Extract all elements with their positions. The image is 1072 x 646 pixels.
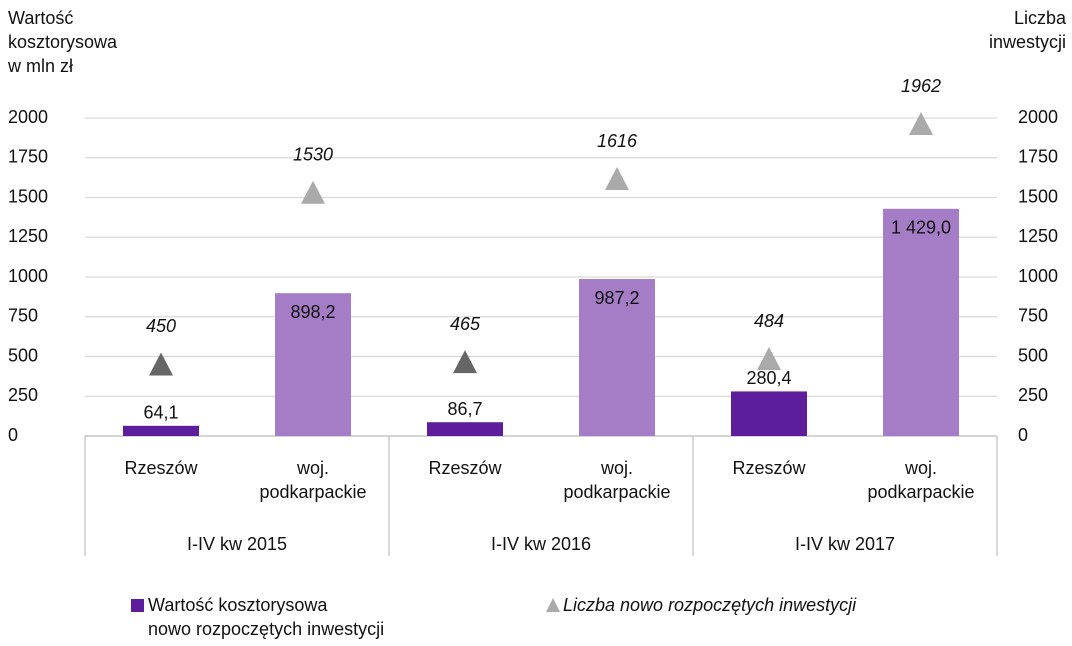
data-label: 1 429,0 [891, 218, 951, 238]
y2-tick-label: 250 [1018, 385, 1048, 405]
y-tick-label: 750 [8, 306, 38, 326]
legend-label: Wartość kosztorysowa nowo rozpoczętych i… [148, 595, 385, 639]
group-label: I-IV kw 2016 [490, 534, 592, 554]
y2-tick-label: 2000 [1018, 107, 1058, 127]
data-label: 86,7 [447, 399, 482, 419]
bar [579, 279, 655, 436]
y2-axis-title: Liczba inwestycji [988, 8, 1066, 52]
data-label: 450 [146, 316, 176, 336]
y-axis-title: Wartość kosztorysowa w mln zł [8, 8, 118, 76]
data-label: 898,2 [290, 302, 335, 322]
y-tick-label: 250 [8, 385, 38, 405]
group-label: I-IV kw 2015 [186, 534, 288, 554]
y-tick-label: 2000 [8, 107, 48, 127]
x-tick-label: woj. podkarpackie [259, 458, 367, 502]
y2-tick-label: 500 [1018, 345, 1048, 365]
y2-tick-label: 1500 [1018, 186, 1058, 206]
y-tick-label: 1750 [8, 147, 48, 167]
triangle-marker [301, 180, 325, 204]
triangle-marker [909, 112, 933, 136]
y2-tick-label: 750 [1018, 306, 1048, 326]
y2-tick-label: 1000 [1018, 266, 1058, 286]
x-tick-label: Rzeszów [732, 458, 806, 478]
data-label: 987,2 [594, 288, 639, 308]
y-tick-label: 1000 [8, 266, 48, 286]
data-label: 64,1 [143, 403, 178, 423]
x-tick-label: woj. podkarpackie [563, 458, 671, 502]
bar [427, 422, 503, 436]
group-label: I-IV kw 2017 [794, 534, 896, 554]
bar [123, 425, 199, 436]
y-tick-label: 0 [8, 425, 18, 445]
data-label: 465 [450, 314, 481, 334]
y-tick-label: 1250 [8, 226, 48, 246]
triangle-marker [757, 347, 781, 371]
legend-swatch [546, 598, 560, 612]
bar [275, 293, 351, 436]
y2-tick-label: 1250 [1018, 226, 1058, 246]
data-label: 280,4 [746, 368, 791, 388]
bar [731, 391, 807, 436]
x-tick-label: woj. podkarpackie [867, 458, 975, 502]
y2-tick-label: 0 [1018, 425, 1028, 445]
triangle-marker [149, 352, 173, 376]
data-label: 1530 [293, 144, 333, 164]
triangle-marker [605, 167, 629, 191]
data-label: 484 [754, 311, 784, 331]
data-label: 1616 [597, 131, 638, 151]
y2-tick-label: 1750 [1018, 147, 1058, 167]
x-tick-label: Rzeszów [124, 458, 198, 478]
legend-label: Liczba nowo rozpoczętych inwestycji [563, 595, 857, 615]
triangle-marker [453, 350, 477, 374]
y-tick-label: 500 [8, 345, 38, 365]
legend-swatch [131, 599, 144, 612]
bar [883, 208, 959, 436]
x-tick-label: Rzeszów [428, 458, 502, 478]
y-tick-label: 1500 [8, 186, 48, 206]
data-label: 1962 [901, 76, 941, 96]
